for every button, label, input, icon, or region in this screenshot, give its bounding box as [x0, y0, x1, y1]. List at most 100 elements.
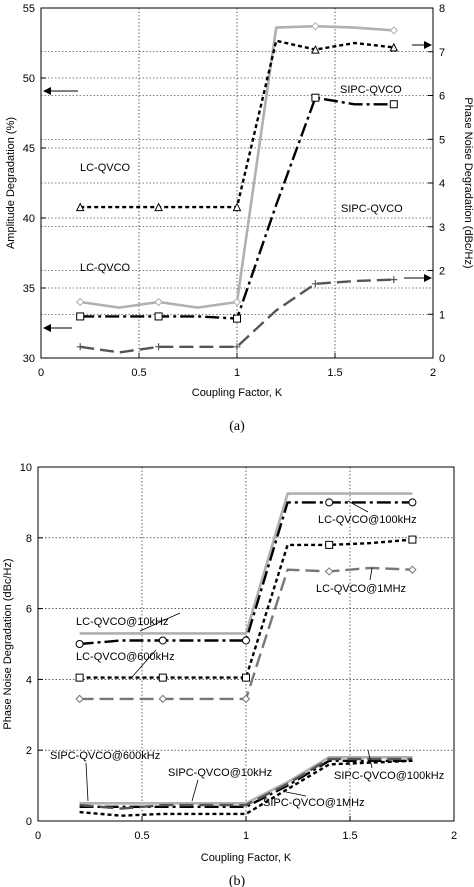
panel-b-label-lc-1mhz: LC-QVCO@1MHz [316, 583, 406, 595]
a-series-0-point-2 [154, 297, 163, 307]
a-series-0-point-8 [389, 26, 399, 35]
panel-a-annotation-lc-qvco-upper: LC-QVCO [80, 162, 131, 174]
a-y2-tick-label-5: 5 [439, 134, 445, 146]
panel-b-y-axis-label: Phase Noise Degradation (dBc/Hz) [2, 558, 14, 729]
panel-a-annotation-sipc-qvco-lower: SIPC-QVCO [341, 203, 403, 215]
panel-b-pointer-lc-1mhz [369, 567, 373, 581]
panel-b-label-sipc-10khz: SIPC-QVCO@10kHz [168, 767, 272, 779]
a-series-2-point-2 [154, 202, 163, 212]
b-series-1-lc-qvco-100khz-point-6 [325, 498, 334, 507]
a-y2-tick-label-2: 2 [439, 266, 445, 278]
panel-b-ticks: 0 0.5 1 1.5 2 0 2 4 6 8 10 [20, 462, 457, 842]
a-y-tick-label-5: 55 [23, 3, 35, 15]
b-series-0-lc-qvco-10khz-line [79, 492, 413, 635]
panel-a-arrow-right-lower [404, 274, 432, 282]
b-series-2-lc-qvco-600khz-point-2 [158, 673, 167, 682]
panel-b-series [75, 492, 417, 817]
panel-a-annotation-lc-qvco-lower: LC-QVCO [80, 262, 131, 274]
panel-b-pointer-sipc-10khz [191, 779, 199, 802]
a-y2-tick-label-6: 6 [439, 91, 445, 103]
b-series-1-lc-qvco-100khz-point-4 [242, 636, 250, 645]
panel-a-caption: (a) [229, 419, 245, 434]
a-y2-tick-label-0: 0 [439, 353, 445, 365]
a-series-0-point-0 [75, 297, 85, 307]
panel-a-arrow-left-upper [43, 87, 78, 95]
b-series-1-lc-qvco-100khz-point-2 [158, 636, 167, 645]
b-x-tick-label-1: 0.5 [134, 830, 149, 842]
b-y-tick-label-2: 4 [26, 674, 32, 686]
b-series-2-lc-qvco-600khz-line [79, 538, 413, 679]
panel-b-pointer-lc-10khz [139, 612, 181, 632]
a-y2-tick-label-3: 3 [439, 222, 445, 234]
b-series-4-sipc-qvco-10khz-line [79, 756, 413, 805]
a-series-0-point-6 [311, 21, 320, 31]
a-y-tick-label-3: 45 [23, 143, 35, 155]
b-series-3-lc-qvco-1mhz-point-6 [324, 567, 334, 576]
a-x-tick-label-4: 2 [430, 367, 436, 379]
panel-b-label-sipc-100khz: SIPC-QVCO@100kHz [334, 770, 444, 782]
a-y-tick-label-2: 40 [23, 213, 35, 225]
b-series-1-lc-qvco-100khz-point-8 [408, 498, 417, 507]
a-x-tick-label-3: 1.5 [327, 367, 342, 379]
panel-b: 0 0.5 1 1.5 2 0 2 4 6 8 10 LC-QVCO@10kHz LC-QVCO@1… [2, 462, 457, 887]
b-series-2-lc-qvco-600khz-point-8 [408, 535, 417, 544]
b-series-1-lc-qvco-100khz-point-0 [75, 640, 84, 648]
panel-b-pointer-lc-100khz [347, 500, 369, 513]
b-series-3-lc-qvco-1mhz-point-2 [158, 694, 168, 704]
panel-a-arrow-left-lower [43, 324, 72, 332]
b-x-tick-label-3: 1.5 [342, 830, 357, 842]
a-x-tick-label-1: 0.5 [131, 367, 146, 379]
a-series-3-point-4 [233, 314, 241, 323]
a-y2-tick-label-8: 8 [439, 3, 445, 15]
b-series-6-sipc-qvco-600khz-line [79, 757, 413, 810]
a-y-tick-label-1: 35 [23, 283, 35, 295]
a-y2-tick-label-1: 1 [439, 309, 445, 321]
b-series-5-sipc-qvco-100khz-line [79, 759, 413, 808]
b-x-tick-label-4: 2 [451, 830, 457, 842]
panel-a-arrow-right-upper [412, 41, 432, 49]
b-y-tick-label-3: 6 [26, 604, 32, 616]
b-series-2-lc-qvco-600khz-point-0 [75, 673, 84, 682]
a-series-3-point-6 [311, 93, 320, 102]
b-x-tick-label-2: 1 [243, 830, 249, 842]
panel-b-label-lc-600khz: LC-QVCO@600kHz [76, 651, 175, 663]
a-series-1-point-6 [311, 280, 319, 288]
a-series-3-point-8 [389, 100, 398, 109]
a-series-3-point-0 [76, 312, 85, 321]
b-series-3-lc-qvco-1mhz-point-4 [241, 694, 251, 704]
panel-b-label-lc-100khz: LC-QVCO@100kHz [318, 514, 417, 526]
a-y2-tick-label-7: 7 [439, 47, 445, 59]
panel-b-label-sipc-1mhz: SIPC-QVCO@1MHz [263, 797, 365, 809]
panel-b-pointer-sipc-100khz [367, 749, 373, 769]
a-series-2-point-4 [232, 202, 242, 212]
b-y-tick-label-4: 8 [26, 533, 32, 545]
panel-a-x-axis-label: Coupling Factor, K [192, 387, 283, 399]
panel-b-caption: (b) [229, 874, 246, 887]
panel-a-y-axis-label-left: Amplitude Degradation (%) [5, 117, 17, 249]
a-series-2-point-8 [389, 42, 399, 52]
b-series-1-lc-qvco-100khz-line [79, 501, 413, 646]
a-series-1-point-0 [76, 343, 84, 351]
a-series-2-point-0 [75, 202, 85, 212]
a-series-1-point-4 [233, 343, 241, 351]
a-x-tick-label-2: 1 [234, 367, 240, 379]
a-x-tick-label-0: 0 [38, 367, 44, 379]
b-y-tick-label-5: 10 [20, 462, 32, 474]
a-y2-tick-label-4: 4 [439, 178, 445, 190]
a-series-2-point-6 [311, 44, 320, 54]
b-series-3-lc-qvco-1mhz-point-0 [75, 694, 84, 704]
panel-b-pointer-sipc-600khz [85, 762, 89, 802]
panel-b-x-axis-label: Coupling Factor, K [201, 852, 292, 864]
panel-b-pointer-sipc-1mhz [285, 791, 307, 797]
panel-b-pointer-lc-600khz [131, 649, 157, 678]
a-series-1-point-2 [155, 343, 163, 351]
a-series-1-point-8 [390, 276, 398, 284]
b-y-tick-label-1: 2 [26, 745, 32, 757]
panel-a-annotation-sipc-qvco-upper: SIPC-QVCO [340, 84, 402, 96]
b-series-2-lc-qvco-600khz-point-6 [325, 540, 334, 549]
a-y-tick-label-4: 50 [23, 73, 35, 85]
b-y-tick-label-0: 0 [26, 816, 32, 828]
